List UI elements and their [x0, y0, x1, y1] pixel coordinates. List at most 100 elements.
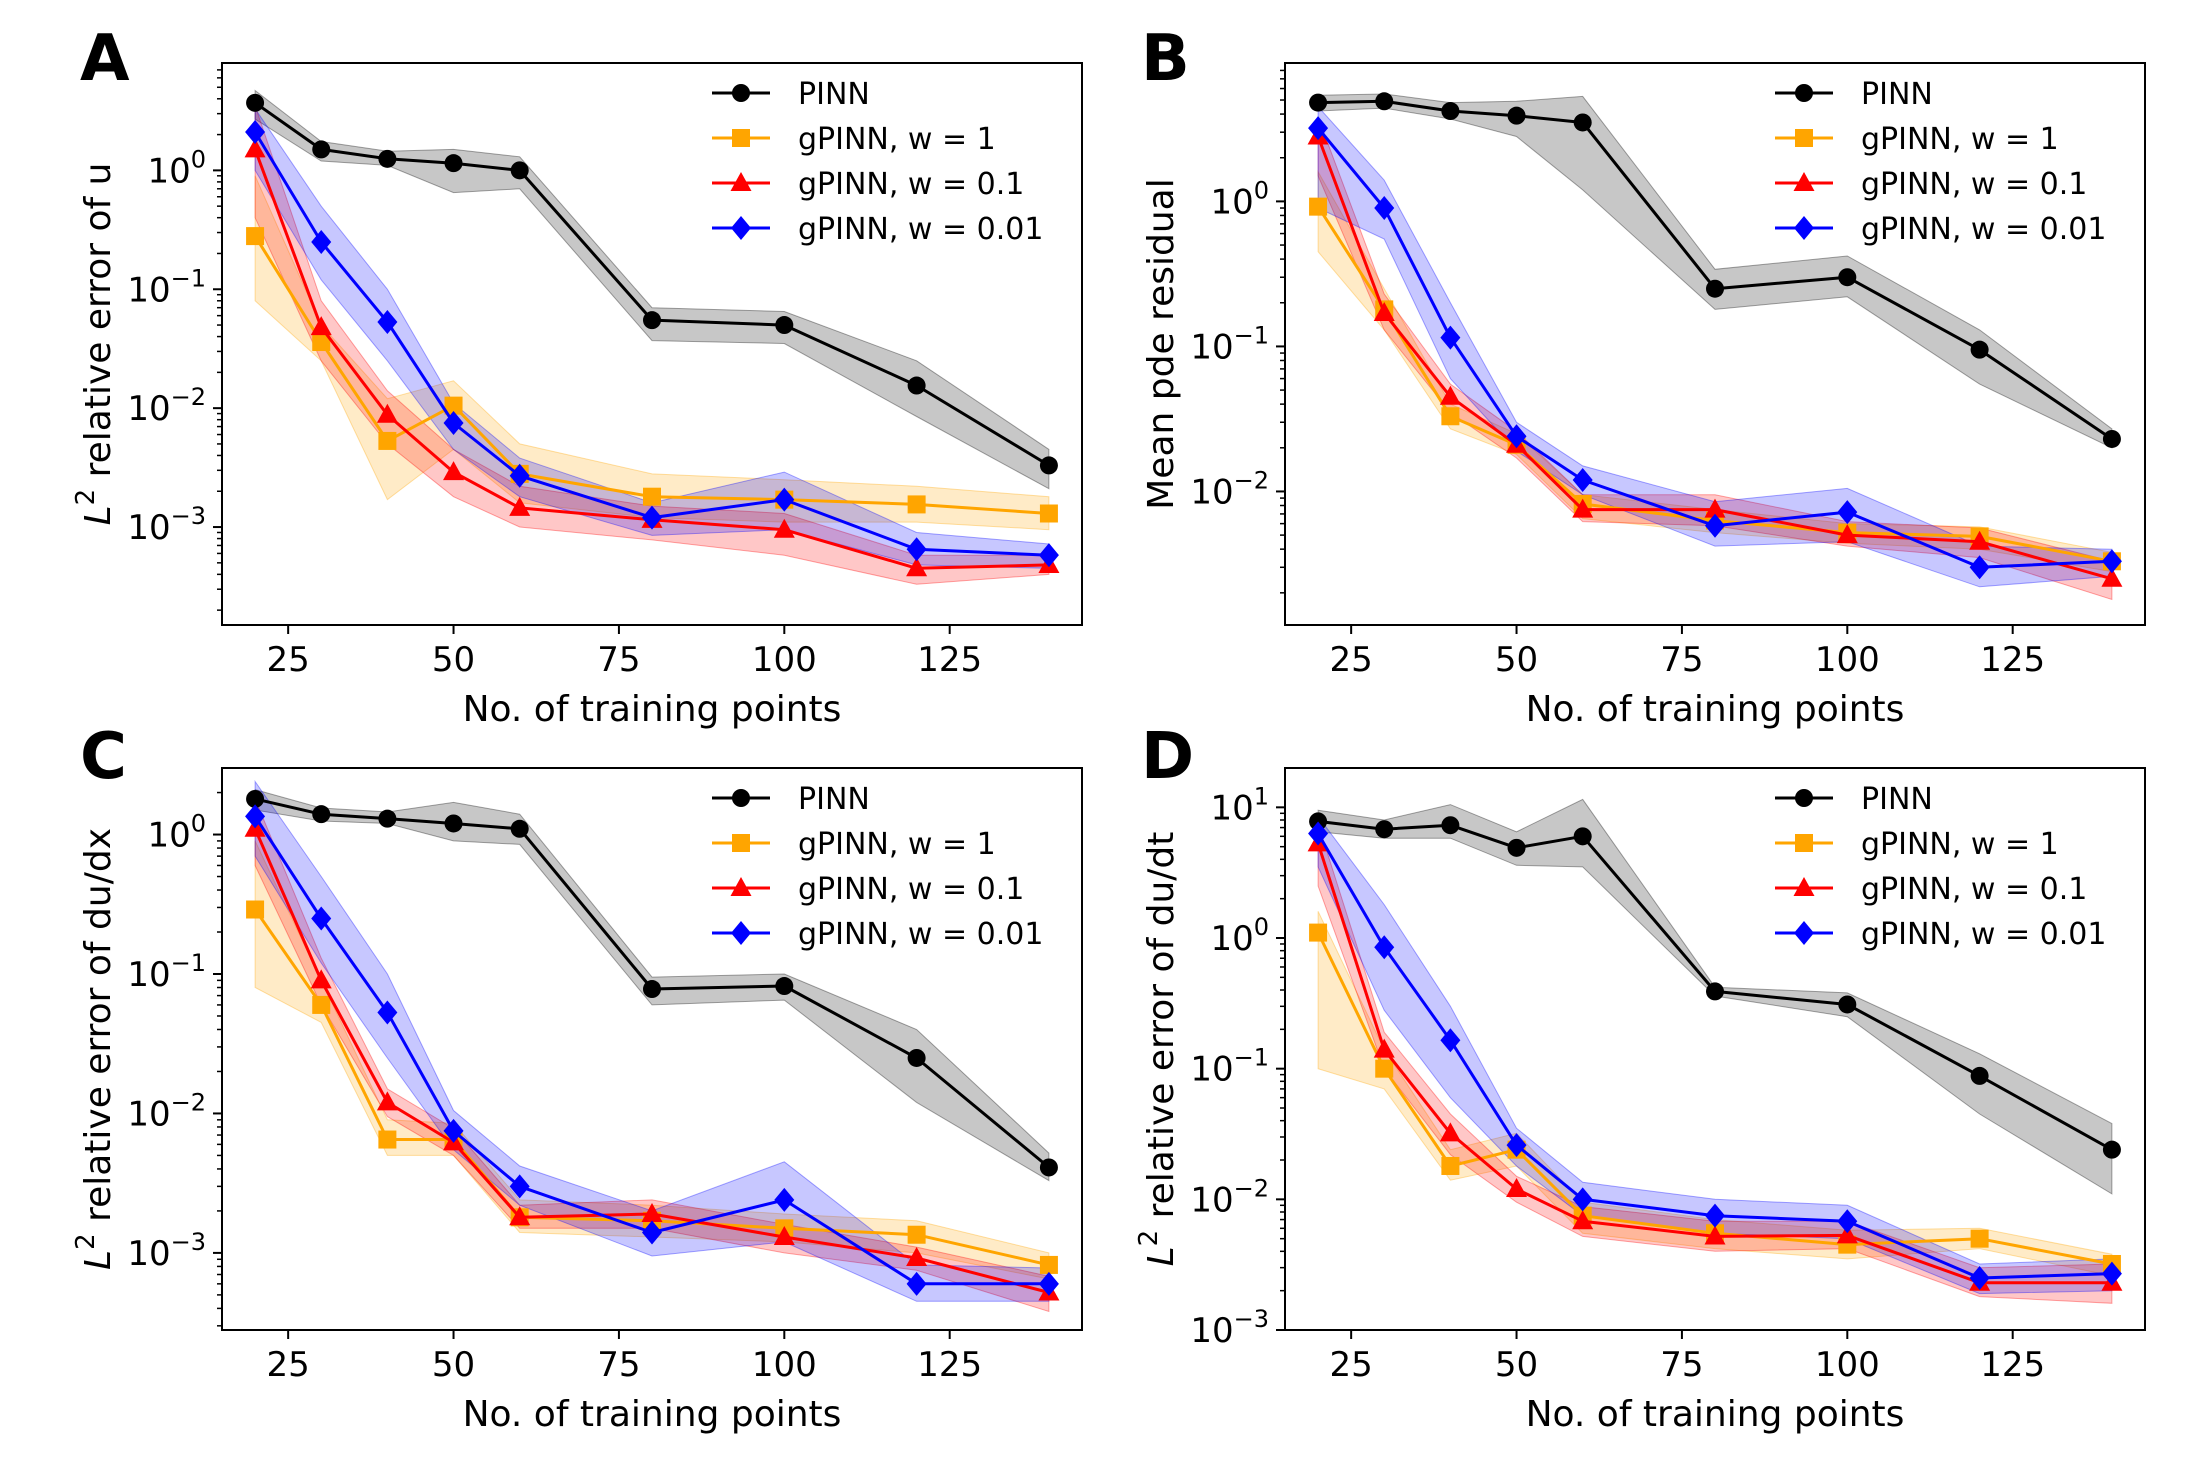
legend-marker — [1795, 834, 1813, 852]
legend-marker — [1795, 84, 1813, 102]
panel-label: A — [80, 22, 130, 96]
point-gpinn-w-0-01 — [377, 310, 398, 335]
legend-item-gpinn-w-0-1: gPINN, w = 0.1 — [1775, 872, 2087, 907]
point-gpinn-w-0-1 — [244, 138, 266, 158]
legend-label: PINN — [798, 77, 870, 112]
y-tick-label: 100 — [1210, 913, 1269, 959]
point-pinn — [1706, 279, 1724, 298]
legend-label: gPINN, w = 1 — [798, 122, 996, 157]
x-tick-label: 50 — [432, 640, 475, 680]
legend-marker — [732, 129, 750, 147]
x-axis-label: No. of training points — [1526, 689, 1905, 730]
point-pinn — [1039, 1158, 1058, 1177]
legend-item-pinn: PINN — [712, 782, 870, 817]
point-gpinn-w-1 — [378, 1130, 397, 1149]
point-pinn — [444, 814, 463, 833]
legend-label: gPINN, w = 1 — [1861, 122, 2059, 157]
point-gpinn-w-0-01 — [2101, 1261, 2122, 1286]
legend-label: PINN — [798, 782, 870, 817]
point-gpinn-w-0-1 — [2101, 567, 2123, 587]
x-tick-label: 75 — [1660, 640, 1703, 680]
point-pinn — [378, 809, 397, 828]
y-axis-label: L2 relative error of du/dx — [71, 828, 119, 1270]
point-gpinn-w-0-1 — [1572, 498, 1594, 518]
point-pinn — [510, 819, 529, 838]
point-pinn — [643, 980, 661, 999]
point-gpinn-w-1 — [378, 431, 397, 450]
point-gpinn-w-0-1 — [1439, 1122, 1461, 1142]
y-tick-label: 10−3 — [127, 502, 206, 548]
point-gpinn-w-1 — [246, 227, 265, 246]
point-gpinn-w-0-01 — [1969, 1266, 1990, 1291]
point-gpinn-w-0-1 — [1439, 385, 1461, 405]
point-gpinn-w-0-01 — [642, 505, 662, 530]
point-pinn — [775, 977, 794, 996]
point-gpinn-w-0-01 — [245, 804, 266, 829]
point-pinn — [643, 311, 661, 330]
point-gpinn-w-0-01 — [1572, 1187, 1593, 1212]
y-tick-label: 10−2 — [127, 1088, 206, 1134]
legend-item-gpinn-w-0-1: gPINN, w = 0.1 — [1775, 167, 2087, 202]
point-pinn — [1441, 102, 1460, 121]
legend-item-gpinn-w-0-01: gPINN, w = 0.01 — [1775, 917, 2106, 952]
point-gpinn-w-0-1 — [773, 518, 795, 538]
point-gpinn-w-0-01 — [509, 463, 530, 488]
x-tick-label: 100 — [1815, 1345, 1880, 1385]
legend-item-gpinn-w-0-01: gPINN, w = 0.01 — [1775, 212, 2106, 247]
point-gpinn-w-0-1 — [773, 1226, 795, 1246]
point-gpinn-w-0-01 — [906, 1271, 927, 1296]
point-gpinn-w-0-1 — [906, 557, 928, 577]
legend-item-gpinn-w-0-01: gPINN, w = 0.01 — [712, 917, 1043, 952]
point-pinn — [246, 789, 265, 808]
point-gpinn-w-0-01 — [1506, 424, 1527, 449]
x-tick-label: 50 — [1495, 640, 1538, 680]
point-gpinn-w-0-01 — [1038, 543, 1059, 568]
x-tick-label: 25 — [1330, 640, 1373, 680]
point-gpinn-w-0-1 — [1373, 302, 1395, 322]
point-gpinn-w-0-01 — [1440, 1028, 1461, 1053]
legend-item-gpinn-w-1: gPINN, w = 1 — [1775, 122, 2059, 157]
point-gpinn-w-0-1 — [310, 316, 332, 336]
point-gpinn-w-1 — [1970, 1229, 1989, 1248]
point-gpinn-w-0-01 — [906, 537, 927, 562]
point-gpinn-w-0-01 — [245, 120, 266, 145]
point-gpinn-w-0-1 — [1373, 1038, 1395, 1058]
legend-item-pinn: PINN — [1775, 782, 1933, 817]
legend-marker — [1795, 789, 1813, 807]
legend-label: gPINN, w = 0.01 — [1861, 917, 2106, 952]
point-gpinn-w-0-1 — [1704, 1225, 1726, 1245]
y-tick-label: 100 — [1210, 176, 1269, 222]
x-tick-label: 25 — [267, 1345, 310, 1385]
point-gpinn-w-1 — [1309, 197, 1328, 216]
point-pinn — [1970, 1066, 1989, 1085]
point-gpinn-w-1 — [907, 495, 926, 514]
panel-d: D 25 50 75 100 125 101 100 10−1 10−2 10−3 No. of tr… — [1134, 720, 2146, 1435]
axes-frame — [221, 767, 1083, 1331]
legend-label: gPINN, w = 0.01 — [798, 917, 1043, 952]
legend-marker — [732, 84, 750, 102]
x-axis-label: No. of training points — [463, 689, 842, 730]
axes-frame — [1284, 767, 2146, 1331]
point-pinn — [444, 154, 463, 173]
legend-label: gPINN, w = 0.1 — [798, 167, 1024, 202]
point-gpinn-w-0-01 — [1705, 1203, 1725, 1228]
y-tick-label: 100 — [147, 810, 206, 856]
x-tick-label: 125 — [1980, 640, 2045, 680]
panel-c: C 25 50 75 100 125 100 10−1 10−2 10−3 No. of train… — [71, 720, 1083, 1435]
x-tick-label: 125 — [1980, 1345, 2045, 1385]
point-gpinn-w-0-1 — [1572, 1210, 1594, 1230]
legend: PINN gPINN, w = 1 gPINN, w = 0.1 gPINN, w =… — [1775, 77, 2106, 247]
legend-label: PINN — [1861, 782, 1933, 817]
point-gpinn-w-0-01 — [642, 1220, 662, 1245]
point-pinn — [1309, 93, 1328, 112]
point-pinn — [1309, 812, 1328, 831]
point-gpinn-w-0-1 — [1506, 1177, 1528, 1197]
point-pinn — [1573, 827, 1592, 846]
legend-marker — [731, 921, 751, 945]
point-gpinn-w-1 — [1039, 1255, 1058, 1274]
x-tick-label: 100 — [752, 1345, 817, 1385]
point-gpinn-w-0-01 — [311, 229, 332, 254]
y-axis-label: L2 relative error of u — [71, 163, 119, 526]
band-gpinn-w-1 — [254, 175, 1050, 531]
legend-item-pinn: PINN — [1775, 77, 1933, 112]
